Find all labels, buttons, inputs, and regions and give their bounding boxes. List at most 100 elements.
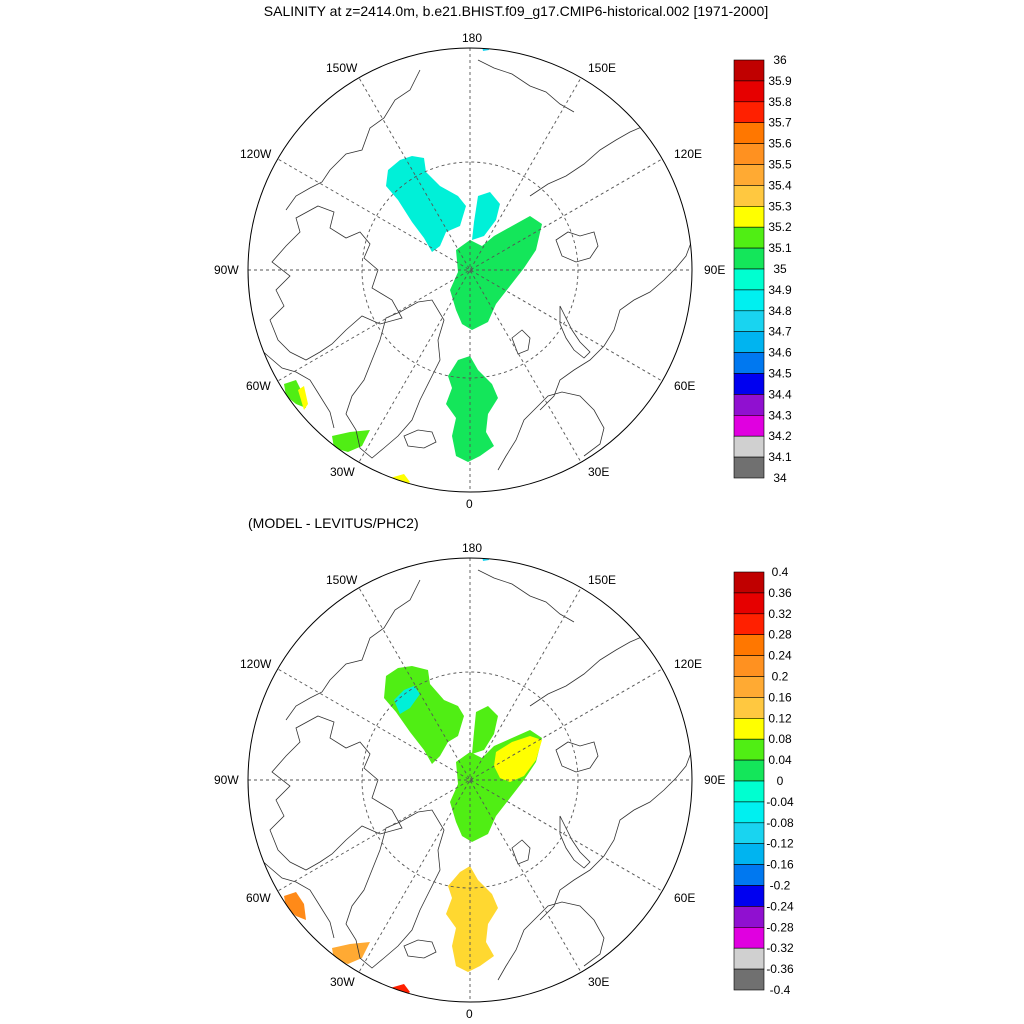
bottom-colorbar-swatch-1 bbox=[733, 592, 765, 615]
top-colorbar-swatch-8 bbox=[733, 226, 765, 249]
top-colorbar-label-0: 36 bbox=[773, 53, 787, 67]
bottom-colorbar-swatch-17 bbox=[733, 926, 765, 949]
bottom-lon-label-90e: 90E bbox=[704, 773, 725, 787]
top-lon-label-90e: 90E bbox=[704, 263, 725, 277]
bottom-colorbar-label-3: 0.28 bbox=[768, 628, 792, 642]
top-colorbar-swatch-1 bbox=[733, 80, 765, 103]
bottom-colorbar-swatch-13 bbox=[733, 843, 765, 865]
bottom-colorbar-swatch-18 bbox=[733, 947, 765, 970]
top-field-norwegian-yellow bbox=[390, 474, 410, 490]
top-coast-iceland bbox=[403, 429, 437, 449]
bottom-field-makarov-strip bbox=[472, 706, 498, 754]
top-lon-label-120w: 120W bbox=[240, 147, 272, 161]
bottom-coast-siberia bbox=[539, 749, 692, 921]
figure-subtitle: (MODEL - LEVITUS/PHC2) bbox=[248, 515, 419, 531]
top-colorbar-swatch-11 bbox=[733, 289, 765, 312]
bottom-colorbar: 0.4 0.36 0.32 0.28 0.24 0.2 0.16 0.12 0.08 0.04 0 -… bbox=[733, 565, 794, 997]
top-colorbar-label-6: 35.4 bbox=[768, 178, 792, 192]
bottom-colorbar-label-0: 0.4 bbox=[772, 565, 789, 579]
top-colorbar-swatch-9 bbox=[733, 247, 765, 270]
bottom-colorbar-swatch-14 bbox=[733, 864, 765, 886]
bottom-colorbar-label-5: 0.2 bbox=[772, 670, 789, 684]
bottom-lon-label-30e: 30E bbox=[588, 975, 609, 989]
top-colorbar-label-10: 35 bbox=[773, 262, 787, 276]
top-colorbar-label-20: 34 bbox=[773, 471, 787, 485]
top-colorbar-swatch-5 bbox=[733, 164, 765, 186]
top-lon-label-150e: 150E bbox=[588, 61, 616, 75]
top-field-fram-strait bbox=[446, 356, 498, 462]
top-colorbar-label-3: 35.7 bbox=[768, 116, 792, 130]
bottom-coast-novaya-zemlya bbox=[559, 815, 591, 869]
bottom-field-eurasian-yellow bbox=[494, 736, 542, 782]
top-coast-greenland bbox=[345, 299, 445, 459]
bottom-colorbar-label-15: -0.2 bbox=[770, 879, 791, 893]
bottom-lon-label-30w: 30W bbox=[330, 975, 355, 989]
top-coast-chukotka bbox=[477, 59, 575, 113]
bottom-colorbar-swatch-0 bbox=[733, 571, 765, 594]
bottom-lon-label-120w: 120W bbox=[240, 657, 272, 671]
bottom-colorbar-label-7: 0.12 bbox=[768, 711, 792, 725]
bottom-colorbar-swatch-5 bbox=[733, 676, 765, 698]
top-colorbar-label-12: 34.8 bbox=[768, 304, 792, 318]
bottom-lon-label-60e: 60E bbox=[674, 891, 695, 905]
top-colorbar-swatch-12 bbox=[733, 310, 765, 332]
top-colorbar-swatch-0 bbox=[733, 59, 765, 82]
bottom-colorbar-label-19: -0.36 bbox=[766, 962, 794, 976]
bottom-colorbar-label-9: 0.04 bbox=[768, 753, 792, 767]
top-map: 180 150W 150E 120W 120E 90W 90E 60W 60E … bbox=[214, 31, 725, 511]
top-field-bering-speck bbox=[482, 48, 489, 51]
bottom-colorbar-swatch-6 bbox=[733, 697, 765, 719]
bottom-colorbar-label-11: -0.04 bbox=[766, 795, 794, 809]
bottom-map-border bbox=[247, 557, 693, 1003]
bottom-graticule bbox=[248, 558, 692, 1002]
bottom-coast-svalbard bbox=[511, 839, 531, 865]
top-colorbar-label-18: 34.2 bbox=[768, 429, 792, 443]
bottom-field-norwegian-red bbox=[390, 984, 410, 1000]
bottom-colorbar-label-1: 0.36 bbox=[768, 586, 792, 600]
bottom-field-canada-basin bbox=[384, 666, 464, 764]
bottom-field-labrador bbox=[284, 892, 306, 920]
top-lon-label-30e: 30E bbox=[588, 465, 609, 479]
top-coast-east-siberia bbox=[529, 107, 663, 197]
bottom-coast-chukotka bbox=[477, 569, 575, 623]
bottom-colorbar-label-17: -0.28 bbox=[766, 920, 794, 934]
top-coast-canada-archipelago bbox=[269, 205, 403, 361]
top-field-makarov-strip bbox=[472, 192, 500, 240]
top-coast-hudson bbox=[249, 339, 335, 429]
bottom-lon-label-60w: 60W bbox=[246, 891, 271, 905]
top-lon-label-180: 180 bbox=[462, 31, 482, 45]
top-colorbar-label-15: 34.5 bbox=[768, 367, 792, 381]
bottom-coast-taymyr bbox=[555, 741, 599, 773]
top-lon-label-30w: 30W bbox=[330, 465, 355, 479]
bottom-coast-greenland bbox=[345, 809, 445, 969]
bottom-colorbar-label-20: -0.4 bbox=[770, 983, 791, 997]
top-colorbar-swatch-2 bbox=[733, 101, 765, 124]
bottom-colorbar-label-12: -0.08 bbox=[766, 816, 794, 830]
bottom-colorbar-label-8: 0.08 bbox=[768, 732, 792, 746]
bottom-colorbar-swatch-16 bbox=[733, 906, 765, 928]
top-coast-taymyr bbox=[555, 231, 599, 263]
top-colorbar-label-17: 34.3 bbox=[768, 408, 792, 422]
top-colorbar: 36 35.9 35.8 35.7 35.6 35.5 35.4 35.3 35.2 35.1 35… bbox=[733, 53, 792, 485]
top-field-canada-basin bbox=[386, 156, 466, 252]
top-colorbar-swatch-15 bbox=[733, 373, 765, 395]
bottom-colorbar-label-10: 0 bbox=[777, 774, 784, 788]
top-graticule bbox=[248, 48, 692, 492]
bottom-lon-label-150w: 150W bbox=[326, 573, 358, 587]
bottom-lon-label-90w: 90W bbox=[214, 773, 239, 787]
bottom-colorbar-swatch-3 bbox=[733, 634, 765, 656]
top-field-labrador-yellow bbox=[298, 386, 308, 410]
bottom-colorbar-swatch-11 bbox=[733, 801, 765, 824]
top-colorbar-swatch-17 bbox=[733, 414, 765, 437]
top-colorbar-label-14: 34.6 bbox=[768, 346, 792, 360]
bottom-colorbar-label-14: -0.16 bbox=[766, 858, 794, 872]
bottom-coast-alaska bbox=[285, 579, 421, 721]
top-lon-label-150w: 150W bbox=[326, 61, 358, 75]
top-lon-label-120e: 120E bbox=[674, 147, 702, 161]
bottom-colorbar-label-6: 0.16 bbox=[768, 690, 792, 704]
top-colorbar-swatch-16 bbox=[733, 394, 765, 416]
bottom-lon-label-150e: 150E bbox=[588, 573, 616, 587]
bottom-colorbar-swatch-9 bbox=[733, 759, 765, 782]
